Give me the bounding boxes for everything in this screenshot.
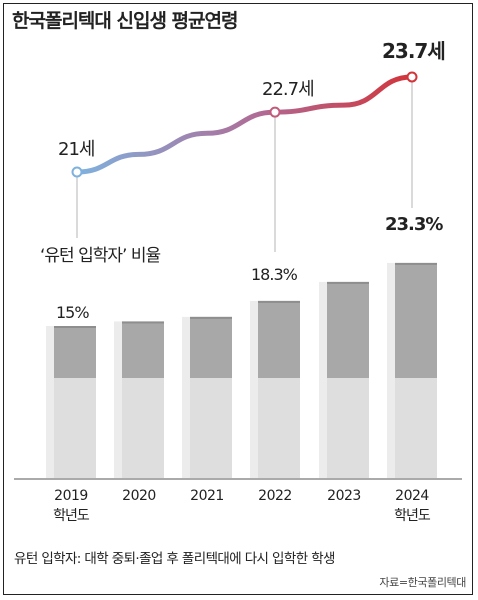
bar-2022 — [250, 300, 300, 478]
bar-2021 — [182, 316, 232, 478]
bar-lower-2023 — [327, 378, 369, 478]
bar-side-2024 — [387, 262, 395, 478]
bar-upper-2024 — [395, 262, 437, 378]
age-line — [74, 74, 415, 175]
bar-upper-2023 — [327, 281, 369, 378]
bar-lower-2019 — [54, 378, 96, 478]
bar-lower-2022 — [258, 378, 300, 478]
source-note: 자료=한국폴리텍대 — [379, 576, 466, 589]
chart-title: 한국폴리텍대 신입생 평균연령 — [12, 10, 238, 32]
bar-cap-2022 — [258, 300, 300, 303]
bar-upper-2020 — [122, 321, 164, 378]
age-label-2019: 21세 — [58, 139, 94, 160]
bar-lower-2020 — [122, 378, 164, 478]
bar-upper-2022 — [258, 300, 300, 378]
bar-2023 — [319, 281, 369, 478]
bar-side-2021 — [182, 316, 190, 478]
footnote: 유턴 입학자: 대학 중퇴·졸업 후 폴리텍대에 다시 입학한 학생 — [14, 551, 335, 567]
x-tick-2023: 2023 — [327, 488, 361, 504]
bar-label-2024: 23.3% — [385, 214, 443, 235]
bar-2019 — [46, 326, 96, 478]
bar-label-2019: 15% — [56, 303, 89, 322]
age-point-2022 — [269, 106, 281, 118]
bar-2024 — [387, 262, 437, 478]
bar-cap-2023 — [327, 281, 369, 284]
bars-layer — [46, 262, 437, 478]
x-subtick-2024: 학년도 — [394, 508, 431, 524]
bar-side-2019 — [46, 326, 54, 478]
x-subtick-2019: 학년도 — [53, 508, 90, 524]
age-point-2019 — [71, 166, 83, 178]
age-line-layer — [71, 71, 418, 178]
leader-lines — [76, 81, 413, 252]
bar-lower-2021 — [190, 378, 232, 478]
x-tick-2020: 2020 — [122, 488, 156, 504]
x-tick-2024: 2024 — [395, 488, 429, 504]
bar-side-2022 — [250, 300, 258, 478]
bar-upper-2019 — [54, 326, 96, 378]
bar-2020 — [114, 321, 164, 478]
bar-series-label: ‘유턴 입학자’ 비율 — [40, 246, 161, 266]
bar-label-2022: 18.3% — [251, 265, 298, 284]
bar-side-2023 — [319, 281, 327, 478]
bar-lower-2024 — [395, 378, 437, 478]
age-label-2024: 23.7세 — [382, 39, 445, 63]
bar-cap-2019 — [54, 326, 96, 328]
bar-cap-2024 — [395, 262, 437, 265]
x-tick-2022: 2022 — [258, 488, 292, 504]
x-tick-2019: 2019 — [54, 488, 88, 504]
bar-cap-2021 — [190, 316, 232, 319]
bar-upper-2021 — [190, 316, 232, 378]
x-tick-2021: 2021 — [190, 488, 224, 504]
age-label-2022: 22.7세 — [262, 79, 314, 100]
age-point-2024 — [406, 71, 418, 83]
labels-layer: 21세 22.7세 23.7세 15% 18.3% 23.3% — [56, 39, 446, 322]
bar-cap-2020 — [122, 321, 164, 324]
x-axis: 2019 학년도 2020 2021 2022 2023 2024 학년도 — [14, 478, 462, 524]
bar-side-2020 — [114, 321, 122, 478]
